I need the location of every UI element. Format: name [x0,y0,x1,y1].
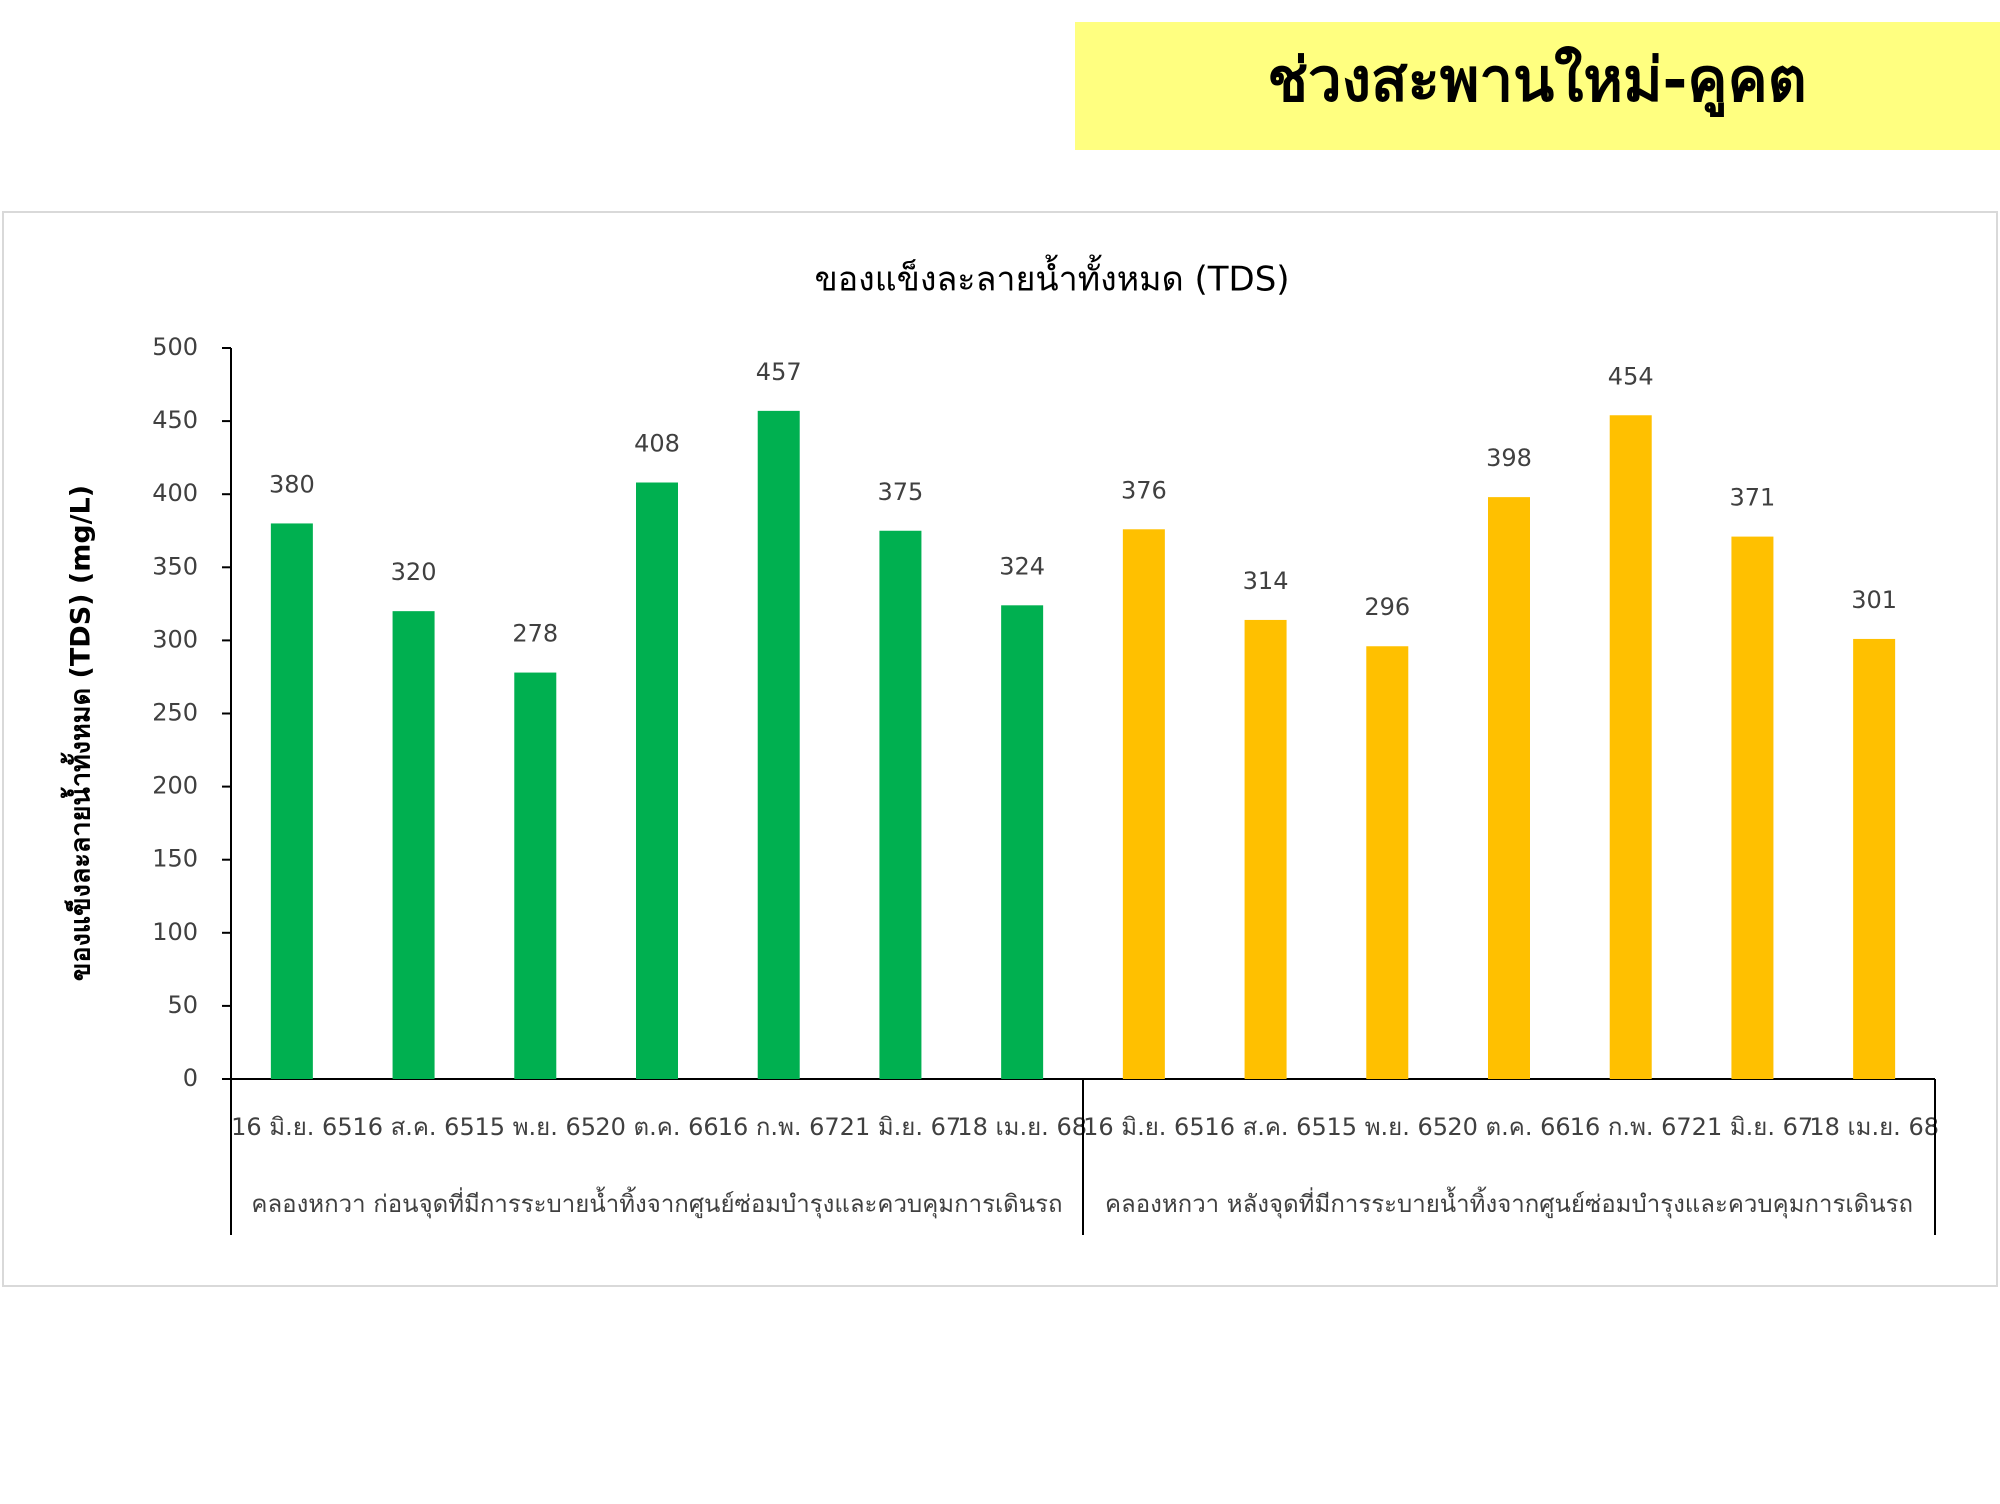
value-label: 320 [391,558,437,586]
x-tick-label: 16 มิ.ย. 65 [1083,1113,1204,1141]
x-tick-label: 20 ต.ค. 66 [1447,1113,1570,1141]
value-label: 301 [1851,586,1897,614]
group-label: คลองหกวา ก่อนจุดที่มีการระบายน้ำทิ้งจากศ… [251,1186,1062,1219]
bar [1244,619,1287,1079]
x-tick-label: 16 มิ.ย. 65 [231,1113,352,1141]
y-tick-label: 350 [152,552,198,580]
x-tick-label: 21 มิ.ย. 67 [1692,1113,1813,1141]
bar [1488,497,1530,1079]
y-tick-label: 200 [152,772,198,800]
bar [1731,536,1774,1079]
y-tick-label: 250 [152,699,198,727]
group-label: คลองหกวา หลังจุดที่มีการระบายน้ำทิ้งจากศ… [1105,1186,1913,1219]
bar [757,410,800,1080]
value-label: 375 [878,478,924,506]
value-label: 314 [1243,567,1289,595]
y-tick-label: 450 [152,406,198,434]
bar [636,482,678,1079]
value-label: 371 [1730,484,1776,512]
y-tick-label: 400 [152,479,198,507]
x-tick-label: 16 ก.พ. 67 [718,1113,840,1141]
bar [1122,529,1165,1079]
bar [1609,415,1652,1079]
x-tick-label: 20 ต.ค. 66 [595,1113,718,1141]
chart-frame [2,211,1998,1287]
bar [879,530,922,1079]
value-label: 454 [1608,362,1654,390]
value-label: 296 [1364,593,1410,621]
y-tick-label: 150 [152,845,198,873]
value-label: 324 [999,552,1045,580]
value-label: 380 [269,470,315,498]
x-tick-label: 15 พ.ย. 65 [475,1113,596,1141]
y-axis-label: ของแข็งละลายน้ำทั้งหมด (TDS) (mg/L) [60,485,97,981]
value-label: 457 [756,358,802,386]
y-tick-label: 50 [167,991,198,1019]
bar [270,523,313,1079]
value-label: 408 [634,430,680,458]
y-tick-label: 300 [152,625,198,653]
chart-title: ของแข็งละลายน้ำทั้งหมด (TDS) [814,255,1289,300]
y-tick-label: 100 [152,918,198,946]
value-label: 398 [1486,444,1532,472]
x-tick-label: 16 ก.พ. 67 [1570,1113,1692,1141]
bar [1366,646,1409,1079]
x-tick-label: 16 ส.ค. 65 [352,1113,474,1141]
bar [514,672,557,1079]
banner-box [1075,22,2000,150]
y-tick-label: 500 [152,333,198,361]
bar [1853,638,1896,1079]
banner-title: ช่วงสะพานใหม่-คูคต [1267,46,1806,118]
x-tick-label: 18 เม.ย. 68 [1809,1113,1939,1141]
x-tick-label: 16 ส.ค. 65 [1204,1113,1326,1141]
value-label: 376 [1121,476,1167,504]
x-tick-label: 18 เม.ย. 68 [957,1113,1087,1141]
y-tick-label: 0 [183,1064,198,1092]
x-tick-label: 15 พ.ย. 65 [1327,1113,1448,1141]
bar [1001,605,1044,1079]
bar [392,611,435,1079]
value-label: 278 [512,620,558,648]
x-tick-label: 21 มิ.ย. 67 [840,1113,961,1141]
